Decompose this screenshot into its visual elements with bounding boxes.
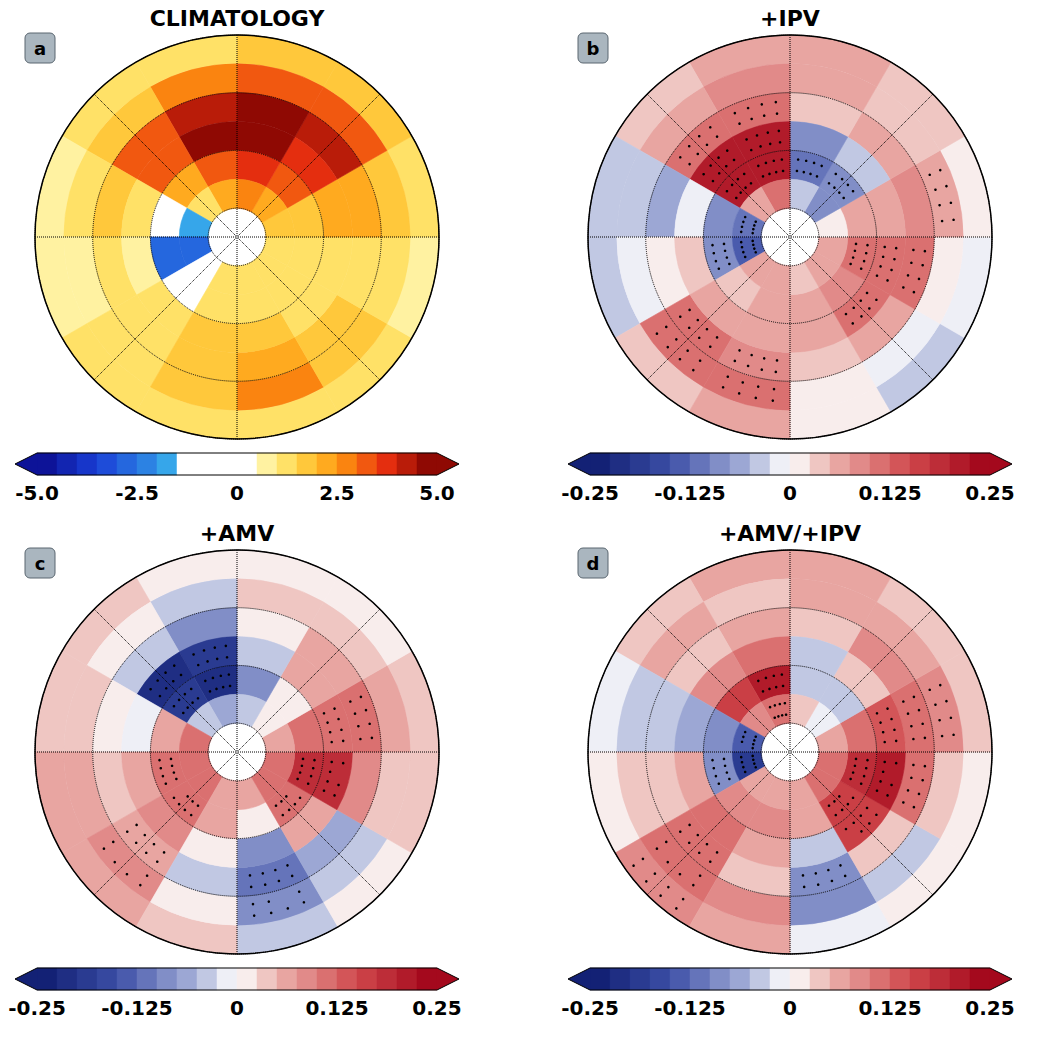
svg-text:-0.25: -0.25 (561, 481, 619, 505)
svg-text:0: 0 (783, 996, 797, 1020)
svg-text:-0.125: -0.125 (654, 481, 726, 505)
svg-text:CLIMATOLOGY: CLIMATOLOGY (150, 6, 326, 31)
svg-text:+IPV: +IPV (760, 6, 820, 31)
svg-text:a: a (34, 38, 46, 59)
svg-text:-0.25: -0.25 (561, 996, 619, 1020)
svg-text:-0.125: -0.125 (654, 996, 726, 1020)
svg-text:+AMV/+IPV: +AMV/+IPV (719, 521, 861, 546)
svg-text:-0.125: -0.125 (101, 996, 173, 1020)
svg-text:0.25: 0.25 (965, 996, 1014, 1020)
svg-text:d: d (587, 553, 600, 574)
svg-text:+AMV: +AMV (200, 521, 274, 546)
svg-text:0.25: 0.25 (965, 481, 1014, 505)
svg-text:-5.0: -5.0 (15, 481, 59, 505)
svg-text:2.5: 2.5 (319, 481, 354, 505)
svg-text:0.125: 0.125 (305, 996, 368, 1020)
svg-text:0.25: 0.25 (412, 996, 461, 1020)
svg-text:-2.5: -2.5 (115, 481, 159, 505)
svg-text:0: 0 (783, 481, 797, 505)
svg-text:0: 0 (230, 481, 244, 505)
svg-text:0.125: 0.125 (858, 996, 921, 1020)
svg-text:0: 0 (230, 996, 244, 1020)
svg-text:5.0: 5.0 (419, 481, 454, 505)
svg-text:-0.25: -0.25 (8, 996, 66, 1020)
svg-text:b: b (587, 38, 600, 59)
svg-text:c: c (35, 553, 46, 574)
svg-text:0.125: 0.125 (858, 481, 921, 505)
